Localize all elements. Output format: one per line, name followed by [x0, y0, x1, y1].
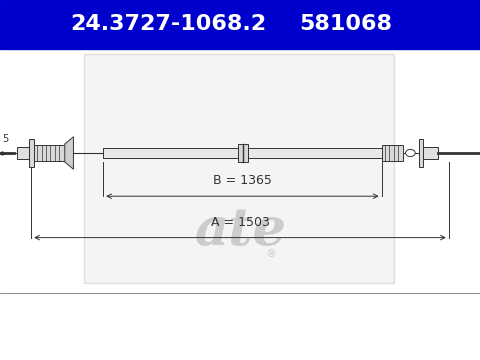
Text: 24.3727-1068.2: 24.3727-1068.2 — [70, 14, 266, 34]
Bar — [419, 139, 423, 167]
Bar — [103, 148, 238, 158]
Polygon shape — [65, 137, 73, 169]
Bar — [423, 147, 438, 159]
Bar — [84, 54, 394, 283]
Text: A = 1503: A = 1503 — [211, 216, 269, 229]
Bar — [248, 148, 382, 158]
Bar — [0, 0, 480, 49]
Bar — [34, 145, 65, 161]
Text: 581068: 581068 — [299, 14, 392, 34]
Text: ate: ate — [194, 205, 286, 256]
Bar — [238, 144, 248, 162]
Text: B = 1365: B = 1365 — [213, 174, 272, 187]
Bar — [29, 139, 34, 167]
Text: 5: 5 — [2, 134, 9, 144]
Bar — [17, 147, 29, 159]
Circle shape — [406, 149, 415, 157]
Text: ®: ® — [266, 249, 276, 259]
Bar — [382, 145, 403, 161]
